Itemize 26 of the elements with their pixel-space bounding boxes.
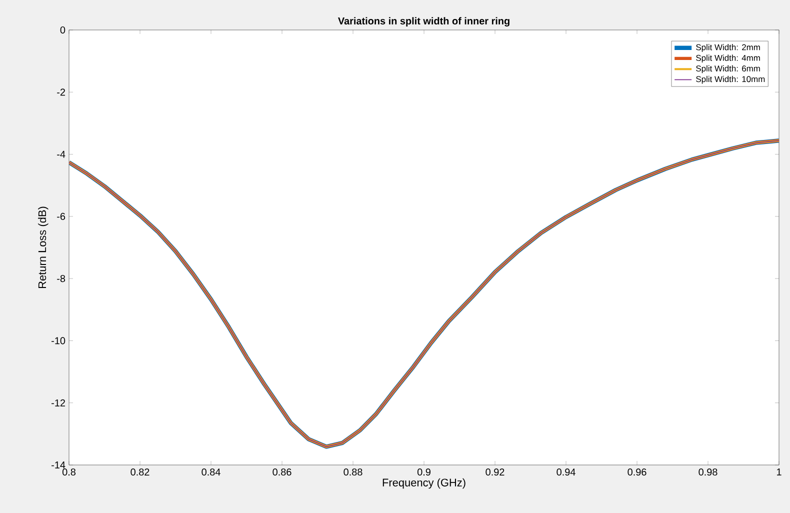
x-tick-label: 0.88 <box>344 468 362 476</box>
x-tick-label: 0.98 <box>698 468 718 476</box>
y-tick-label: -2 <box>57 88 65 96</box>
y-tick-label: -8 <box>57 275 66 282</box>
y-axis-title: Return Loss (dB) <box>38 206 48 288</box>
y-tick-label: -10 <box>52 337 66 344</box>
y-tick-label: -14 <box>52 462 66 468</box>
legend-label: Split Width: 2mm <box>696 44 760 52</box>
x-tick-label: 0.9 <box>417 468 430 476</box>
legend-label: Split Width: 4mm <box>696 54 760 63</box>
y-tick-label: -6 <box>57 212 66 220</box>
legend-label: Split Width: 10mm <box>696 76 765 84</box>
x-tick-label: 0.94 <box>556 468 576 476</box>
x-tick-label: 0.96 <box>628 468 646 476</box>
y-tick-label: -12 <box>52 399 65 406</box>
y-tick-label: -4 <box>57 150 66 158</box>
x-tick-label: 0.92 <box>486 468 504 476</box>
x-tick-label: 1 <box>777 468 782 476</box>
x-tick-label: 0.86 <box>272 468 292 476</box>
chart-title: Variations in split width of inner ring <box>338 17 510 26</box>
x-tick-label: 0.84 <box>202 468 220 476</box>
y-tick-label: 0 <box>60 26 66 34</box>
legend-label: Split Width: 6mm <box>696 65 760 74</box>
x-axis-title: Frequency (GHz) <box>382 478 466 489</box>
x-tick-label: 0.82 <box>130 468 150 476</box>
x-tick-label: 0.8 <box>62 468 76 476</box>
